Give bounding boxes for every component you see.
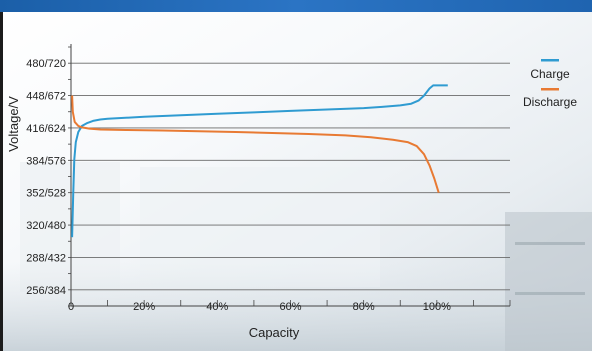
y-tick-label-1: 288/432 bbox=[26, 252, 66, 264]
legend-label-discharge: Discharge bbox=[523, 95, 577, 109]
y-axis-title: Voltage/V bbox=[6, 96, 21, 152]
background-photo bbox=[0, 12, 592, 351]
left-border bbox=[0, 12, 3, 351]
x-tick-label-3: 60% bbox=[279, 301, 301, 313]
legend: Charge Discharge bbox=[523, 59, 577, 109]
x-tick-label-0: 0 bbox=[68, 301, 74, 313]
legend-item-charge: Charge bbox=[530, 59, 570, 81]
y-tick-label-4: 384/576 bbox=[26, 155, 66, 167]
x-tick-label-1: 20% bbox=[133, 301, 155, 313]
legend-swatch-charge bbox=[541, 59, 559, 62]
series-line-charge bbox=[71, 84, 448, 238]
grid-layer bbox=[71, 62, 510, 291]
y-tick-label-2: 320/480 bbox=[26, 220, 66, 232]
x-axis-title: Capacity bbox=[249, 325, 300, 340]
chart-canvas: 256/384 288/432 320/480 352/528 384/576 416/6… bbox=[0, 12, 592, 351]
series-layer bbox=[71, 84, 448, 238]
y-tick-label-0: 256/384 bbox=[26, 285, 66, 297]
legend-item-discharge: Discharge bbox=[523, 88, 577, 109]
y-tick-label-6: 448/672 bbox=[26, 91, 66, 103]
y-tick-label-3: 352/528 bbox=[26, 188, 66, 200]
chart-area: 256/384 288/432 320/480 352/528 384/576 416/6… bbox=[0, 12, 592, 351]
x-tick-label-4: 80% bbox=[353, 301, 375, 313]
legend-swatch-discharge bbox=[541, 88, 559, 91]
legend-label-charge: Charge bbox=[530, 67, 570, 81]
header-bar bbox=[0, 0, 592, 12]
y-tick-label-5: 416/624 bbox=[26, 123, 66, 135]
y-tick-label-7: 480/720 bbox=[26, 58, 66, 70]
x-tick-label-5: 100% bbox=[423, 301, 451, 313]
series-line-discharge bbox=[71, 95, 440, 193]
axes-layer: 256/384 288/432 320/480 352/528 384/576 416/6… bbox=[26, 44, 511, 313]
x-tick-label-2: 40% bbox=[206, 301, 228, 313]
